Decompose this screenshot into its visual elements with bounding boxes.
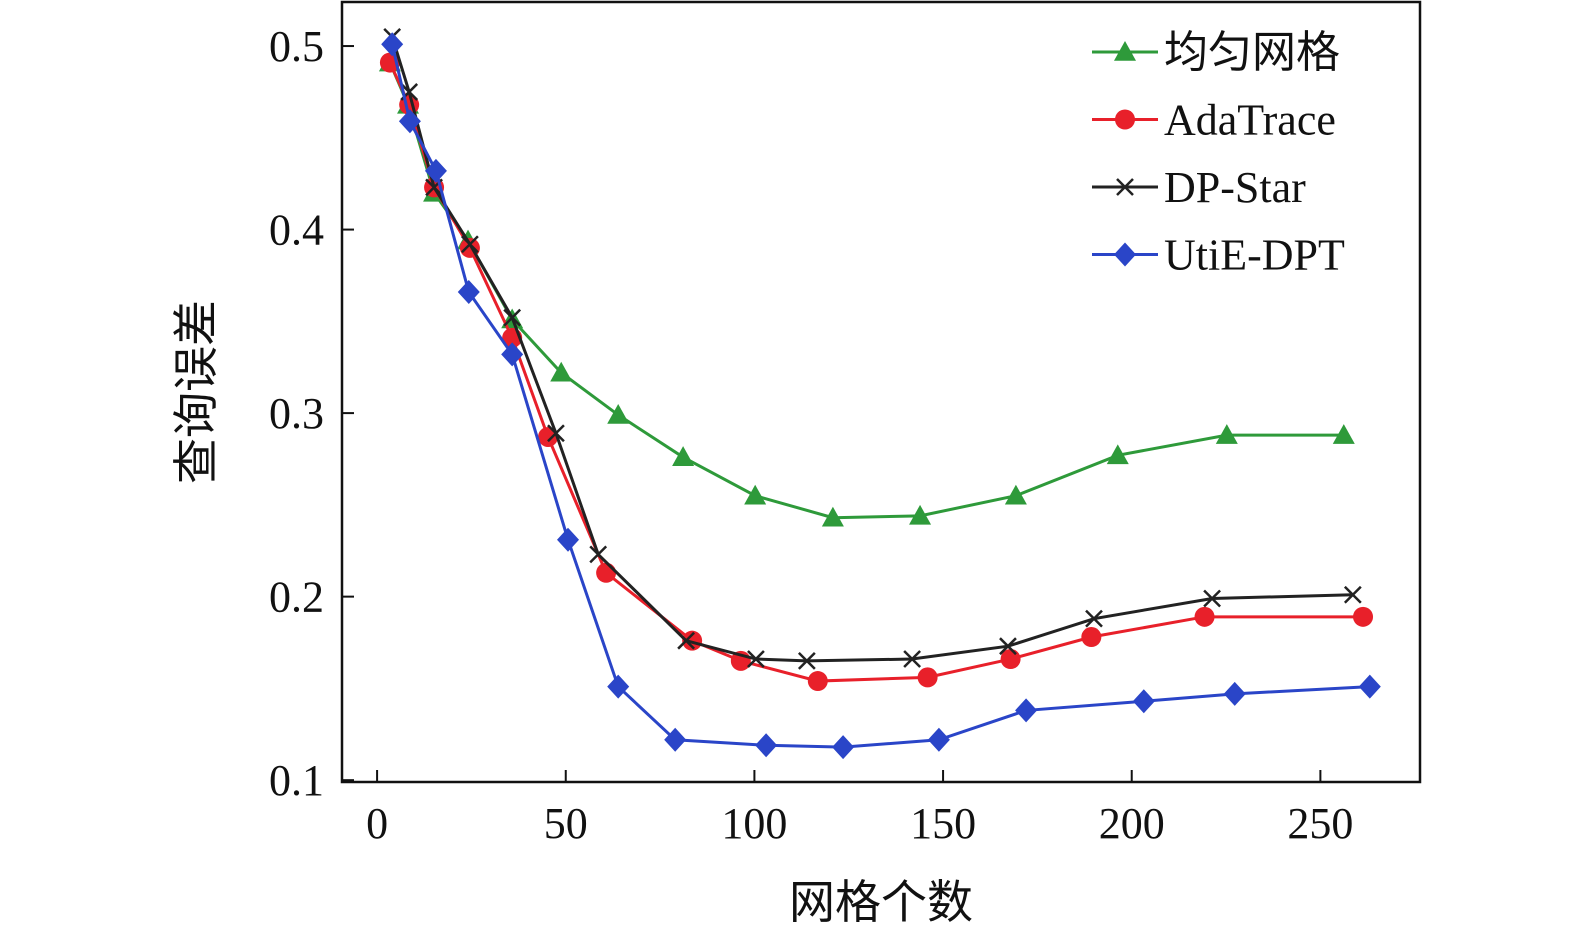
data-point <box>744 484 767 505</box>
legend-label: UtiE-DPT <box>1164 231 1345 280</box>
data-point <box>903 650 922 668</box>
data-point <box>1343 585 1362 604</box>
data-point <box>503 308 522 327</box>
data-point <box>1004 484 1027 505</box>
y-tick-label: 0.3 <box>269 389 324 438</box>
data-point <box>682 630 703 651</box>
x-tick-label: 250 <box>1287 799 1353 848</box>
data-point <box>1085 609 1103 628</box>
data-point <box>755 733 778 758</box>
legend-entry: AdaTrace <box>1092 96 1336 145</box>
series-3 <box>381 32 1381 760</box>
legend-marker <box>1114 41 1136 61</box>
legend-entry: UtiE-DPT <box>1092 231 1345 280</box>
data-point <box>909 504 932 525</box>
y-tick-label: 0.1 <box>269 756 324 805</box>
data-point <box>1015 698 1038 723</box>
series-line <box>388 61 1364 683</box>
data-point <box>677 631 695 650</box>
legend-marker <box>1116 178 1134 196</box>
data-point <box>557 527 580 552</box>
y-tick-label: 0.2 <box>269 573 324 622</box>
legend-label: 均匀网格 <box>1164 28 1340 77</box>
y-tick-label: 0.4 <box>269 206 324 255</box>
legend-entry: 均匀网格 <box>1092 28 1340 77</box>
x-tick-label: 200 <box>1099 799 1165 848</box>
x-axis-label: 网格个数 <box>789 877 973 928</box>
plot-frame <box>340 0 1422 784</box>
legend-marker <box>1114 242 1136 267</box>
data-point <box>547 424 565 443</box>
data-point <box>672 446 695 466</box>
data-point <box>917 667 938 688</box>
data-point <box>607 403 630 424</box>
data-point <box>664 727 687 752</box>
data-point <box>797 651 816 670</box>
y-tick-label: 0.5 <box>269 22 324 71</box>
legend-label: DP-Star <box>1164 163 1306 212</box>
data-point <box>1081 627 1102 648</box>
data-point <box>1358 674 1381 699</box>
data-point <box>501 342 524 367</box>
x-tick-label: 150 <box>910 799 976 848</box>
data-point <box>589 545 608 564</box>
data-point <box>927 727 950 752</box>
series-line <box>390 43 1370 749</box>
legend-entry: DP-Star <box>1092 163 1306 212</box>
data-point <box>1332 424 1355 444</box>
x-tick-label: 0 <box>366 799 388 848</box>
data-point <box>1194 606 1215 627</box>
data-point <box>607 674 630 699</box>
data-point <box>832 735 855 760</box>
data-point <box>1215 424 1238 444</box>
data-point <box>1106 444 1129 465</box>
data-point <box>596 562 617 583</box>
data-point <box>1203 589 1221 608</box>
data-point <box>398 109 421 134</box>
data-point <box>461 235 479 254</box>
x-tick-label: 100 <box>721 799 787 848</box>
data-point <box>1132 689 1155 714</box>
data-point <box>807 671 828 692</box>
x-tick-label: 50 <box>544 799 588 848</box>
data-point <box>550 361 573 382</box>
y-axis-label: 查询误差 <box>171 300 222 484</box>
data-point <box>1353 606 1374 627</box>
data-point <box>457 279 480 304</box>
data-point <box>381 32 404 57</box>
data-point <box>1223 681 1246 706</box>
data-point <box>999 637 1017 656</box>
legend-marker <box>1115 109 1135 130</box>
series-1 <box>379 52 1374 692</box>
data-point <box>747 650 765 668</box>
data-point <box>424 158 447 183</box>
data-point <box>821 506 844 527</box>
legend-label: AdaTrace <box>1164 96 1336 145</box>
